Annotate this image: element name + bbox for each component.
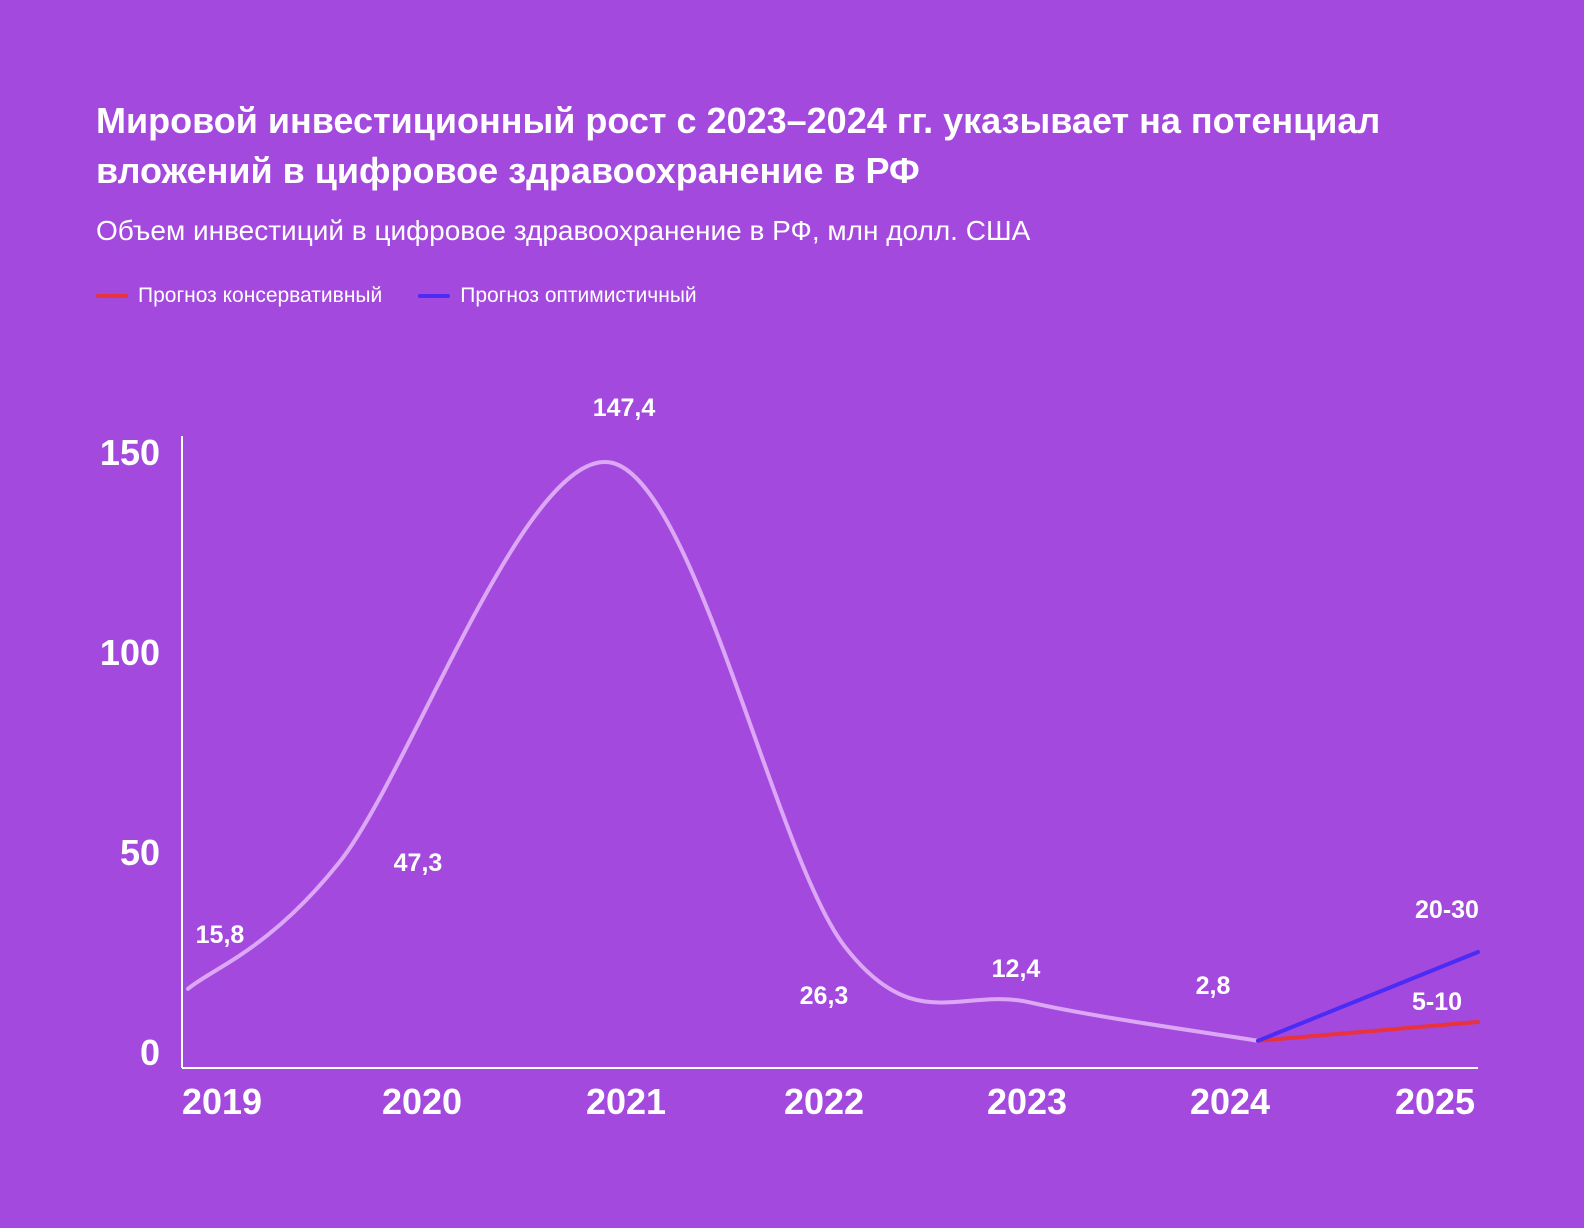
x-tick-label: 2019 [182,1081,262,1122]
legend-swatch-optimistic [418,294,451,298]
y-tick-label: 0 [140,1032,160,1073]
y-tick-label: 100 [100,632,160,673]
series-line-conservative [1256,1020,1480,1043]
x-tick-label: 2025 [1395,1081,1475,1122]
y-axis-ticks: 0 50 100 150 [100,432,160,1073]
chart-subtitle: Объем инвестиций в цифровое здравоохране… [96,215,1031,246]
legend-item-optimistic: Прогноз оптимистичный [418,282,697,310]
legend-label-conservative: Прогноз консервативный [138,284,383,307]
legend-label-optimistic: Прогноз оптимистичный [460,284,697,307]
x-tick-label: 2020 [382,1081,462,1122]
data-labels: 15,8 47,3 147,4 26,3 12,4 2,8 5-10 20-30 [196,394,1479,1016]
series-line-optimistic [1256,950,1480,1043]
legend-item-conservative: Прогноз консервативный [96,282,382,310]
data-label: 15,8 [196,921,245,949]
legend-swatch-conservative [96,294,128,298]
x-axis-ticks: 2019 2020 2021 2022 2023 2024 2025 [182,1081,1475,1122]
y-tick-label: 50 [120,832,160,873]
data-label: 26,3 [800,982,849,1010]
chart-title: Мировой инвестиционный рост с 2023–2024 … [96,100,1381,191]
data-label: 47,3 [394,849,443,877]
x-tick-label: 2021 [586,1081,666,1122]
data-label-optimistic: 20-30 [1415,896,1479,924]
x-tick-label: 2024 [1190,1081,1270,1122]
series-line-actual [186,460,1260,1043]
data-label: 12,4 [992,955,1041,983]
data-label: 2,8 [1196,972,1231,1000]
data-label-conservative: 5-10 [1412,988,1462,1016]
series-layer [186,460,1480,1043]
chart-legend: Прогноз консервативный Прогноз оптимисти… [96,282,733,310]
data-label: 147,4 [593,394,656,422]
x-tick-label: 2023 [987,1081,1067,1122]
y-tick-label: 150 [100,432,160,473]
x-tick-label: 2022 [784,1081,864,1122]
